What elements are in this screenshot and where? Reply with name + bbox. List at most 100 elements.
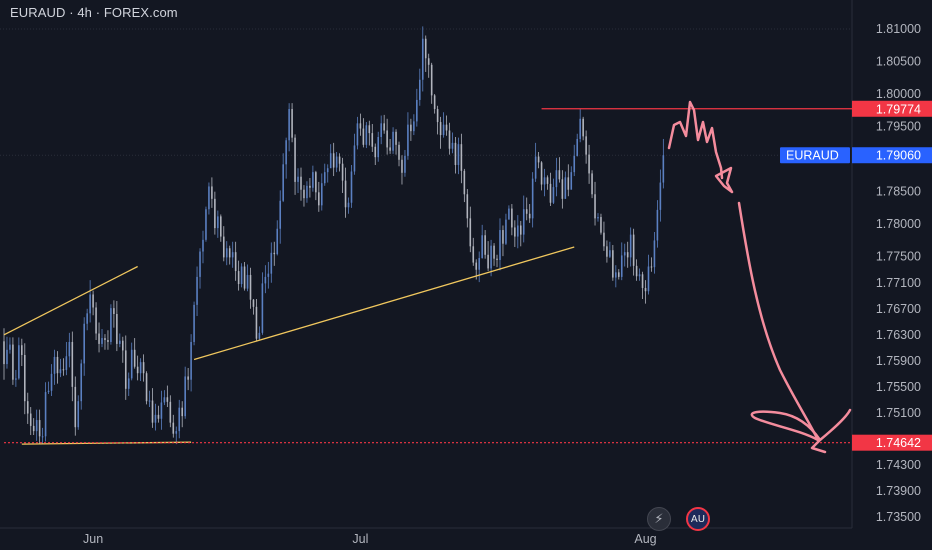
candle-body[interactable] [231, 252, 234, 258]
candle-body[interactable] [472, 246, 475, 263]
candle-body[interactable] [543, 177, 546, 185]
candle-body[interactable] [410, 124, 412, 132]
candle-body[interactable] [401, 159, 403, 173]
candle-body[interactable] [416, 99, 418, 122]
candle-body[interactable] [531, 178, 534, 219]
candle-body[interactable] [326, 168, 329, 173]
candle-body[interactable] [172, 422, 175, 434]
candle-body[interactable] [107, 340, 109, 342]
candle-body[interactable] [285, 140, 287, 165]
candle-body[interactable] [47, 390, 50, 393]
candle-body[interactable] [267, 273, 270, 277]
candle-body[interactable] [148, 400, 151, 402]
candle-body[interactable] [65, 356, 68, 370]
candle-body[interactable] [386, 130, 388, 148]
candle-body[interactable] [41, 436, 44, 438]
candle-body[interactable] [202, 239, 204, 252]
candle-body[interactable] [44, 392, 47, 437]
candle-body[interactable] [136, 366, 139, 374]
candle-body[interactable] [270, 252, 273, 274]
candle-body[interactable] [576, 138, 579, 156]
candle-body[interactable] [338, 156, 341, 164]
candle-body[interactable] [80, 363, 83, 402]
candle-body[interactable] [404, 155, 406, 173]
candle-body[interactable] [23, 354, 26, 402]
candle-body[interactable] [62, 369, 65, 371]
candle-body[interactable] [374, 146, 377, 158]
candle-body[interactable] [169, 401, 172, 423]
trend-line[interactable] [21, 441, 192, 445]
candle-body[interactable] [187, 376, 189, 380]
candle-body[interactable] [71, 341, 74, 387]
candle-body[interactable] [21, 345, 23, 355]
candle-body[interactable] [178, 407, 181, 432]
candle-body[interactable] [318, 192, 320, 206]
candle-body[interactable] [92, 294, 94, 308]
candle-body[interactable] [309, 185, 311, 188]
candle-body[interactable] [124, 350, 127, 389]
candle-body[interactable] [291, 109, 293, 138]
candle-body[interactable] [15, 378, 17, 380]
candle-body[interactable] [303, 189, 305, 199]
candle-body[interactable] [540, 162, 543, 185]
candle-body[interactable] [573, 155, 576, 173]
candle-body[interactable] [157, 414, 160, 419]
candle-body[interactable] [246, 274, 249, 289]
candle-body[interactable] [32, 425, 35, 432]
candle-body[interactable] [502, 230, 504, 244]
price-axis[interactable] [853, 0, 932, 550]
candle-body[interactable] [392, 131, 394, 151]
candle-body[interactable] [478, 258, 480, 270]
candle-body[interactable] [38, 420, 41, 437]
candle-body[interactable] [561, 179, 564, 199]
candle-body[interactable] [365, 125, 368, 145]
candle-body[interactable] [133, 349, 136, 367]
candle-body[interactable] [110, 308, 112, 342]
candle-body[interactable] [597, 217, 599, 219]
candle-body[interactable] [511, 208, 513, 228]
candle-body[interactable] [347, 202, 350, 208]
candle-body[interactable] [335, 156, 338, 168]
candle-body[interactable] [591, 173, 593, 195]
candle-body[interactable] [294, 137, 296, 182]
candle-body[interactable] [6, 349, 8, 365]
candle-body[interactable] [116, 313, 118, 344]
candle-body[interactable] [517, 225, 519, 237]
candle-body[interactable] [312, 172, 314, 188]
candle-body[interactable] [407, 124, 409, 156]
candle-body[interactable] [638, 274, 641, 277]
candle-body[interactable] [629, 234, 632, 258]
candle-body[interactable] [469, 218, 472, 247]
candle-body[interactable] [234, 252, 237, 272]
candle-body[interactable] [570, 172, 573, 190]
candle-body[interactable] [50, 373, 53, 391]
candle-body[interactable] [362, 128, 365, 145]
candle-body[interactable] [127, 378, 130, 389]
candle-body[interactable] [104, 338, 106, 341]
candle-body[interactable] [650, 266, 653, 268]
candle-body[interactable] [225, 248, 228, 258]
candle-body[interactable] [300, 176, 302, 190]
projection-target-arrow[interactable] [750, 408, 852, 454]
candle-body[interactable] [528, 213, 531, 219]
candle-body[interactable] [288, 109, 290, 141]
candle-body[interactable] [323, 172, 326, 184]
candle-body[interactable] [205, 209, 207, 240]
candle-body[interactable] [442, 124, 445, 136]
candle-body[interactable] [12, 344, 14, 380]
candle-body[interactable] [368, 125, 371, 134]
candle-body[interactable] [151, 400, 154, 423]
candle-body[interactable] [190, 341, 192, 380]
candle-body[interactable] [341, 163, 344, 181]
candle-body[interactable] [228, 248, 231, 258]
candle-body[interactable] [475, 262, 478, 270]
candle-body[interactable] [53, 356, 56, 374]
candle-body[interactable] [243, 266, 246, 289]
candle-body[interactable] [656, 209, 659, 241]
candle-body[interactable] [119, 340, 121, 344]
candle-body[interactable] [439, 122, 442, 136]
candle-body[interactable] [457, 144, 460, 165]
australia-flag-icon[interactable]: AU [686, 507, 710, 531]
candle-body[interactable] [436, 109, 439, 123]
candle-body[interactable] [74, 386, 77, 428]
